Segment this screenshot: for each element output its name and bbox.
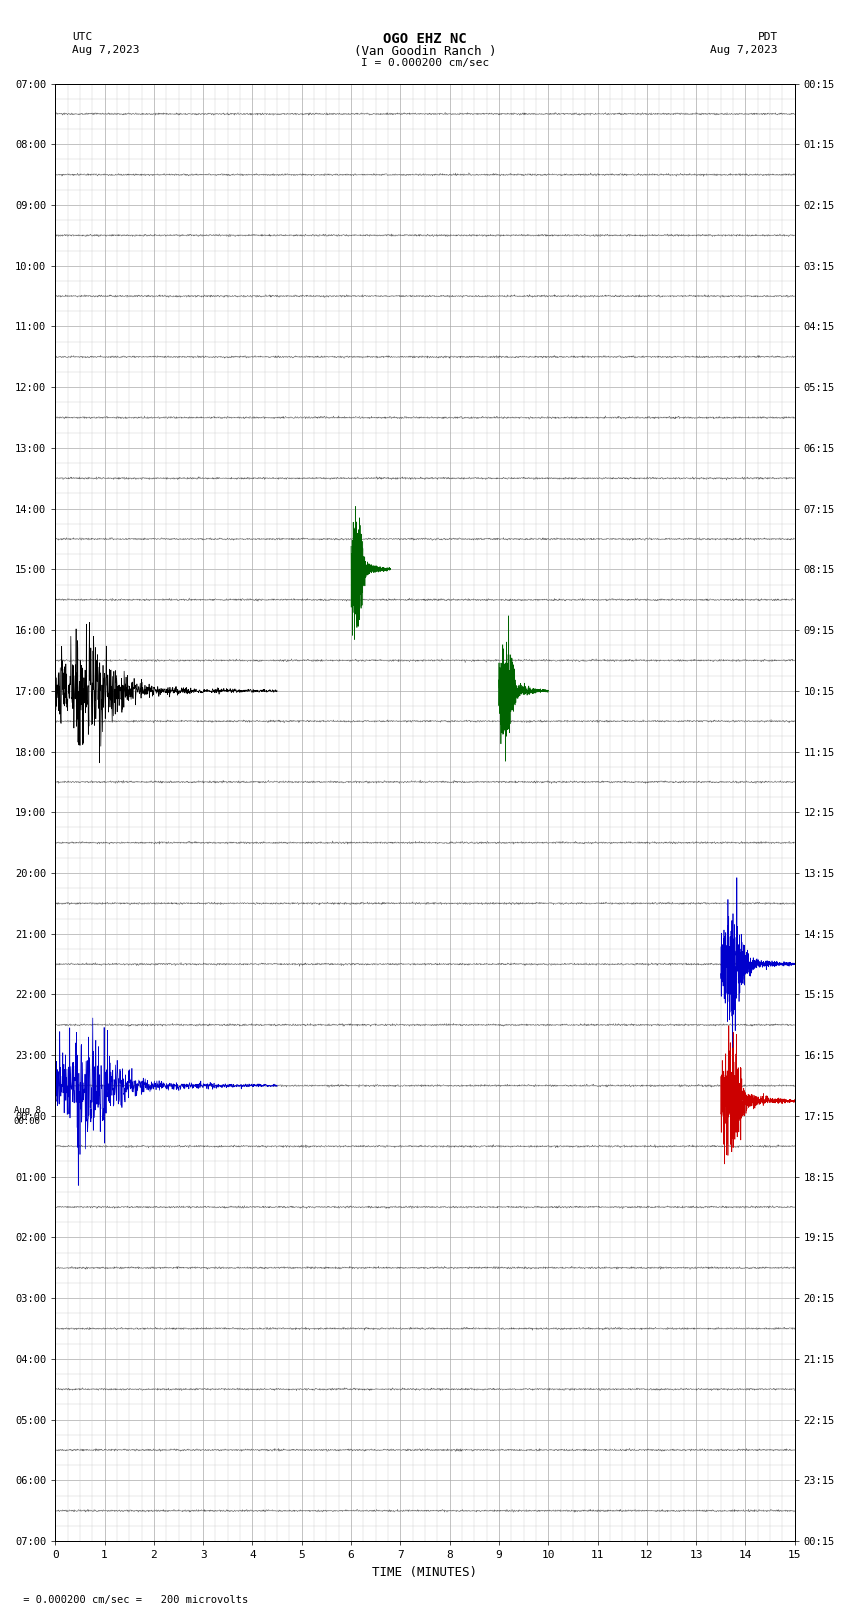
X-axis label: TIME (MINUTES): TIME (MINUTES) [372, 1566, 478, 1579]
Text: OGO EHZ NC: OGO EHZ NC [383, 32, 467, 47]
Text: Aug 8
00:00: Aug 8 00:00 [14, 1107, 41, 1126]
Text: UTC: UTC [72, 32, 93, 42]
Text: = 0.000200 cm/sec =   200 microvolts: = 0.000200 cm/sec = 200 microvolts [17, 1595, 248, 1605]
Text: PDT: PDT [757, 32, 778, 42]
Text: Aug 7,2023: Aug 7,2023 [72, 45, 139, 55]
Text: (Van Goodin Ranch ): (Van Goodin Ranch ) [354, 45, 496, 58]
Text: Aug 7,2023: Aug 7,2023 [711, 45, 778, 55]
Text: I = 0.000200 cm/sec: I = 0.000200 cm/sec [361, 58, 489, 68]
